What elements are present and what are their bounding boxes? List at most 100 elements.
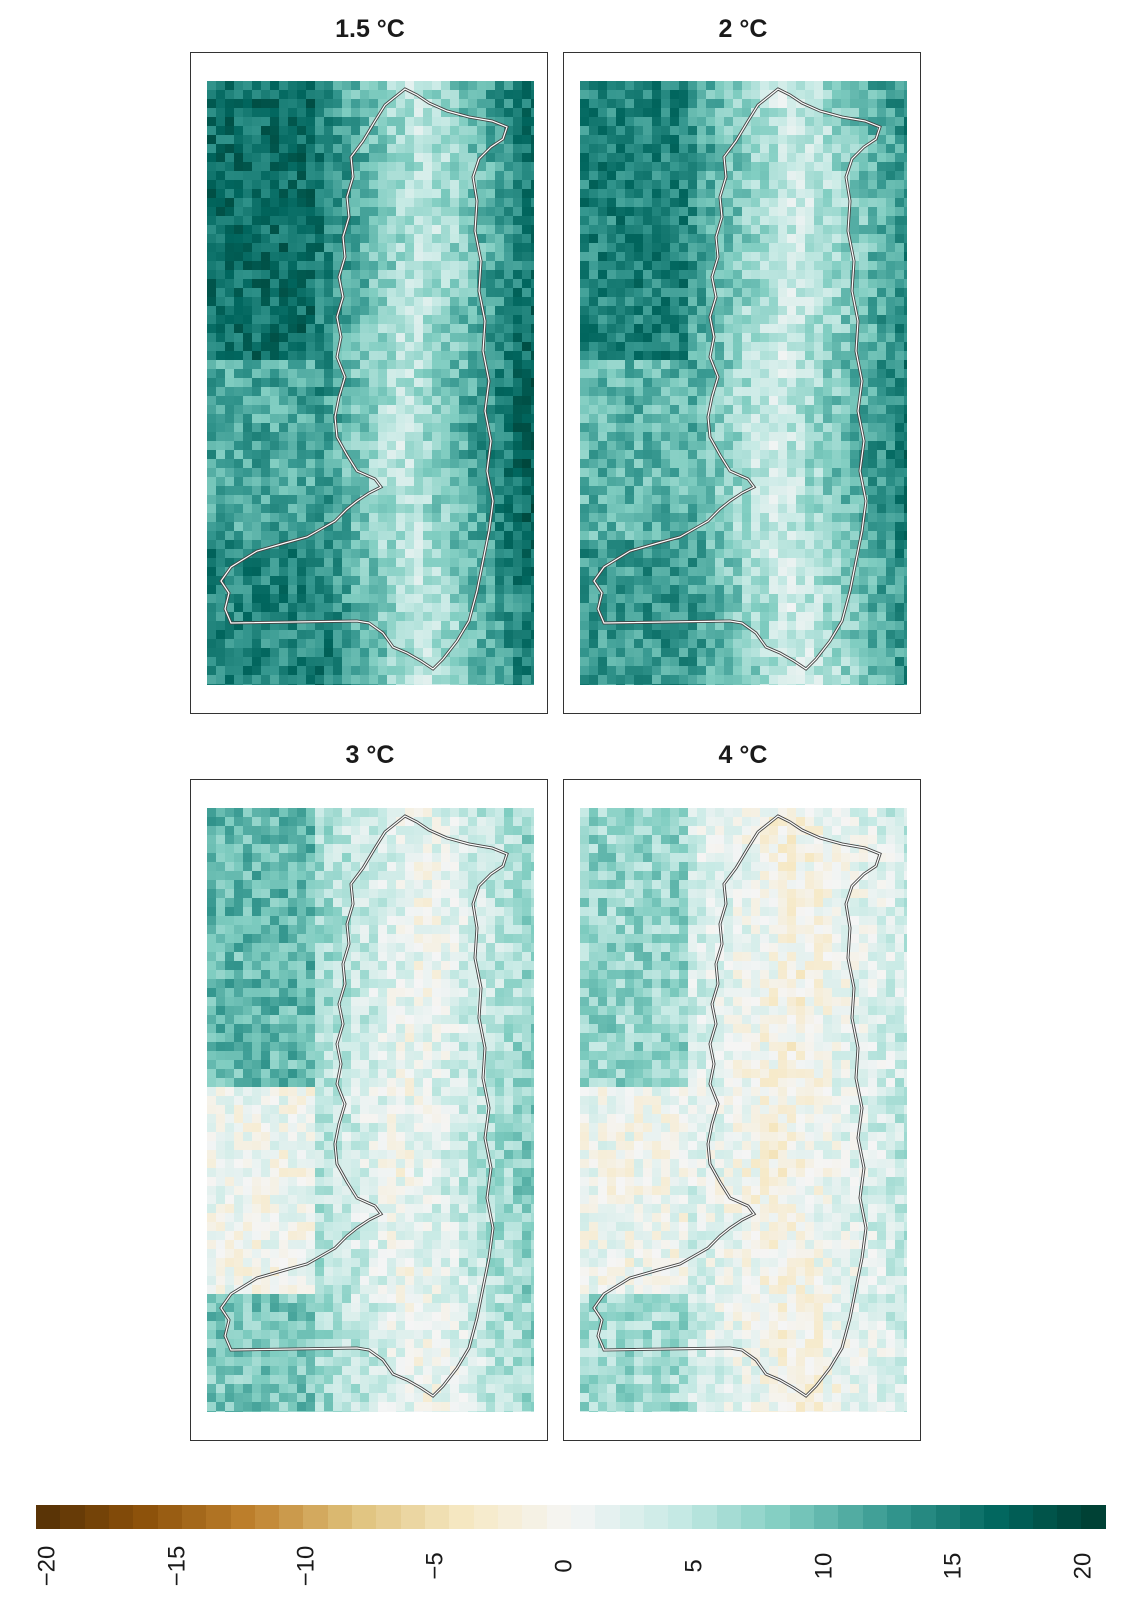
raster-cell <box>814 315 823 324</box>
raster-cell <box>760 225 769 234</box>
raster-cell <box>886 81 895 90</box>
raster-cell <box>414 261 423 270</box>
raster-cell <box>261 126 270 135</box>
raster-cell <box>216 153 225 162</box>
raster-cell <box>243 324 252 333</box>
raster-cell <box>886 423 895 432</box>
raster-cell <box>351 243 360 252</box>
raster-cell <box>207 378 216 387</box>
raster-cell <box>216 324 225 333</box>
raster-cell <box>769 639 778 648</box>
raster-cell <box>333 324 342 333</box>
raster-cell <box>351 666 360 675</box>
raster-cell <box>778 477 787 486</box>
raster-cell <box>441 567 450 576</box>
raster-cell <box>868 369 877 378</box>
raster-cell <box>405 126 414 135</box>
raster-cell <box>616 441 625 450</box>
raster-cell <box>778 387 787 396</box>
raster-cell <box>760 297 769 306</box>
raster-cell <box>315 495 324 504</box>
raster-cell <box>360 162 369 171</box>
raster-cell <box>459 198 468 207</box>
raster-cell <box>504 450 513 459</box>
raster-cell <box>315 639 324 648</box>
raster-cell <box>522 270 531 279</box>
raster-cell <box>360 648 369 657</box>
raster-cell <box>688 603 697 612</box>
raster-cell <box>733 522 742 531</box>
raster-cell <box>270 117 279 126</box>
raster-cell <box>423 315 432 324</box>
raster-cell <box>697 648 706 657</box>
raster-cell <box>225 315 234 324</box>
raster-cell <box>261 306 270 315</box>
raster-cell <box>495 279 504 288</box>
raster-cell <box>342 387 351 396</box>
raster-cell <box>706 117 715 126</box>
raster-cell <box>706 297 715 306</box>
raster-cell <box>324 594 333 603</box>
raster-cell <box>598 522 607 531</box>
raster-cell <box>832 324 841 333</box>
raster-cell <box>688 234 697 243</box>
raster-cell <box>661 189 670 198</box>
raster-cell <box>589 261 598 270</box>
raster-cell <box>850 396 859 405</box>
raster-cell <box>814 234 823 243</box>
raster-cell <box>243 666 252 675</box>
raster-cell <box>270 576 279 585</box>
raster-cell <box>688 477 697 486</box>
raster-cell <box>805 630 814 639</box>
raster-cell <box>868 81 877 90</box>
raster-cell <box>859 306 868 315</box>
raster-cell <box>796 459 805 468</box>
raster-cell <box>832 675 841 684</box>
raster-cell <box>513 621 522 630</box>
raster-cell <box>243 558 252 567</box>
raster-cell <box>324 189 333 198</box>
raster-cell <box>724 594 733 603</box>
raster-cell <box>877 306 886 315</box>
raster-cell <box>580 81 589 90</box>
raster-cell <box>841 675 850 684</box>
raster-cell <box>814 639 823 648</box>
raster-cell <box>670 594 679 603</box>
raster-cell <box>261 279 270 288</box>
raster-cell <box>387 180 396 189</box>
raster-cell <box>589 117 598 126</box>
raster-cell <box>369 279 378 288</box>
raster-cell <box>288 270 297 279</box>
raster-cell <box>423 558 432 567</box>
raster-cell <box>886 396 895 405</box>
raster-cell <box>387 594 396 603</box>
raster-cell <box>895 360 904 369</box>
raster-cell <box>414 567 423 576</box>
raster-cell <box>279 333 288 342</box>
raster-cell <box>787 639 796 648</box>
raster-cell <box>733 315 742 324</box>
raster-cell <box>297 243 306 252</box>
raster-cell <box>580 414 589 423</box>
raster-cell <box>504 684 513 685</box>
raster-cell <box>243 531 252 540</box>
raster-cell <box>342 279 351 288</box>
raster-cell <box>625 342 634 351</box>
raster-cell <box>450 126 459 135</box>
raster-cell <box>625 171 634 180</box>
raster-cell <box>733 459 742 468</box>
raster-cell <box>607 450 616 459</box>
raster-cell <box>459 270 468 279</box>
raster-cell <box>252 387 261 396</box>
raster-cell <box>288 477 297 486</box>
raster-cell <box>459 81 468 90</box>
raster-cell <box>522 117 531 126</box>
raster-cell <box>225 648 234 657</box>
raster-cell <box>760 108 769 117</box>
raster-cell <box>877 333 886 342</box>
raster-cell <box>652 279 661 288</box>
raster-cell <box>225 342 234 351</box>
raster-cell <box>297 225 306 234</box>
raster-cell <box>405 81 414 90</box>
raster-cell <box>387 414 396 423</box>
